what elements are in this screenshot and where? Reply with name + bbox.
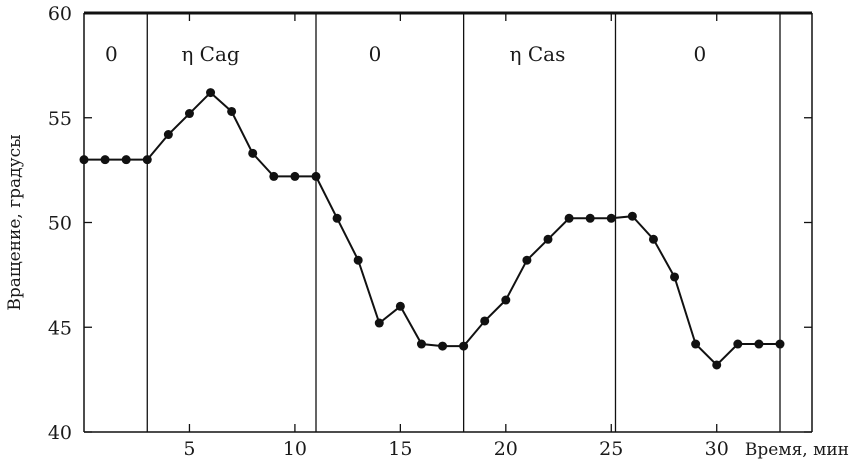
x-tick-label: 25 — [599, 438, 623, 460]
data-point — [522, 255, 532, 265]
region-label: 0 — [369, 42, 382, 66]
x-tick-label: 5 — [183, 438, 195, 460]
data-point — [332, 213, 342, 223]
data-point — [374, 318, 384, 328]
data-point — [142, 155, 152, 165]
x-tick-label: 10 — [283, 438, 307, 460]
data-point — [227, 106, 237, 116]
series-line — [84, 91, 780, 367]
data-point — [100, 155, 110, 165]
data-point — [648, 234, 658, 244]
data-point — [606, 213, 616, 223]
region-label: 0 — [105, 42, 118, 66]
data-point — [480, 316, 490, 326]
data-point — [163, 130, 173, 140]
y-tick-label: 50 — [48, 213, 72, 235]
data-point — [184, 109, 194, 119]
plot-frame — [83, 11, 813, 433]
region-label: 0 — [693, 42, 706, 66]
x-tick-label: 20 — [494, 438, 518, 460]
x-tick-label: 30 — [705, 438, 729, 460]
data-point — [691, 339, 701, 349]
data-point — [311, 171, 321, 181]
data-point — [121, 155, 131, 165]
data-point — [416, 339, 426, 349]
data-point — [712, 360, 722, 370]
y-tick-label: 55 — [48, 108, 72, 130]
data-point — [564, 213, 574, 223]
region-labels: 0 η Cag 0 η Cas 0 — [105, 42, 706, 66]
data-point — [754, 339, 764, 349]
data-point — [290, 171, 300, 181]
data-point — [353, 255, 363, 265]
data-point — [585, 213, 595, 223]
data-point — [627, 211, 637, 221]
region-label: η Cas — [510, 42, 566, 66]
series-layer — [79, 88, 785, 370]
data-point — [438, 341, 448, 351]
data-point — [79, 155, 89, 165]
y-axis-title: Вращение, градусы — [5, 134, 25, 310]
data-point — [775, 339, 785, 349]
x-axis-ticks: 5 10 15 20 25 30 — [183, 13, 729, 460]
data-point — [459, 341, 469, 351]
data-point — [269, 171, 279, 181]
data-point — [733, 339, 743, 349]
data-point — [395, 301, 405, 311]
data-point — [670, 272, 680, 282]
x-tick-label: 15 — [388, 438, 412, 460]
data-point — [248, 148, 258, 158]
region-label: η Cag — [181, 42, 240, 66]
data-point — [501, 295, 511, 305]
y-axis-ticks: 40 45 50 55 60 — [48, 3, 812, 444]
y-tick-label: 45 — [48, 317, 72, 339]
x-axis-title: Время, мин — [745, 440, 849, 460]
y-tick-label: 60 — [48, 3, 72, 25]
data-point — [543, 234, 553, 244]
y-tick-label: 40 — [48, 422, 72, 444]
data-point — [206, 88, 216, 98]
region-dividers — [146, 13, 781, 432]
